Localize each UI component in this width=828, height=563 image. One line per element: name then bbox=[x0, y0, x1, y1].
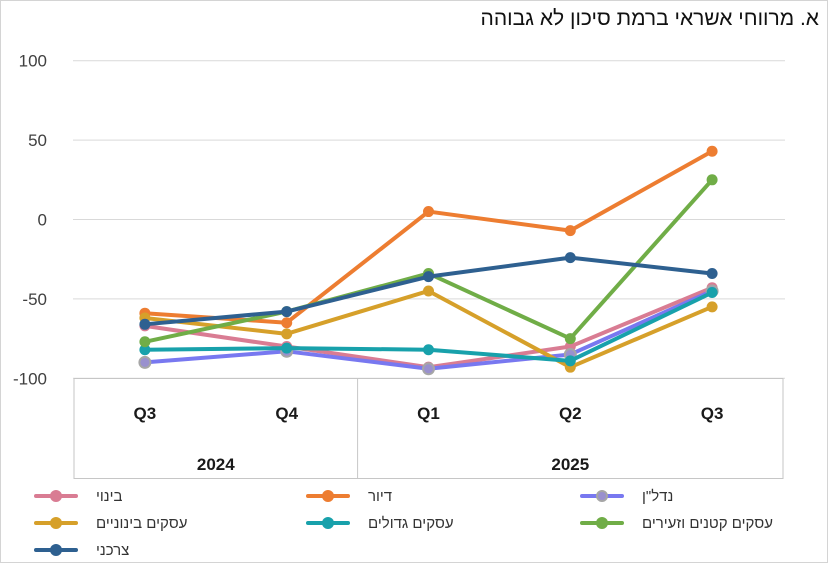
data-point bbox=[706, 145, 718, 157]
data-point bbox=[423, 271, 434, 283]
data-point bbox=[139, 318, 151, 330]
data-point bbox=[139, 344, 151, 356]
x-tick-label: Q1 bbox=[417, 404, 440, 423]
legend-swatch-icon bbox=[34, 544, 78, 556]
data-point bbox=[422, 362, 435, 376]
data-point bbox=[281, 306, 293, 318]
y-tick-label: 100 bbox=[19, 52, 47, 71]
x-tick-label: Q3 bbox=[701, 404, 724, 423]
data-point bbox=[139, 336, 151, 348]
year-label: 2024 bbox=[197, 455, 235, 474]
series-line-2 bbox=[142, 288, 715, 371]
legend-swatch-icon bbox=[580, 517, 624, 529]
data-point bbox=[706, 174, 718, 186]
legend-swatch-icon bbox=[34, 517, 78, 529]
legend: בינוי דיור נדל"ן עסקים בינוניים עסקים גדולים… bbox=[34, 485, 773, 561]
legend-swatch-icon bbox=[580, 490, 624, 502]
y-tick-label: -50 bbox=[22, 290, 47, 309]
data-point bbox=[564, 355, 576, 367]
legend-item: עסקים גדולים bbox=[306, 512, 580, 534]
legend-item: עסקים בינוניים bbox=[34, 512, 306, 534]
legend-item: בינוי bbox=[34, 485, 306, 507]
legend-label: בינוי bbox=[96, 487, 123, 505]
legend-item: נדל"ן bbox=[580, 485, 773, 507]
category-axis-box bbox=[73, 378, 784, 479]
legend-label: עסקים קטנים וזעירים bbox=[642, 514, 773, 532]
legend-item: צרכני bbox=[34, 539, 306, 561]
data-point bbox=[706, 267, 718, 279]
year-label: 2025 bbox=[551, 455, 589, 474]
x-tick-label: Q4 bbox=[275, 404, 298, 423]
data-point bbox=[423, 344, 434, 356]
y-tick-label: 0 bbox=[38, 211, 47, 230]
y-tick-label: -100 bbox=[13, 369, 47, 388]
data-point bbox=[706, 301, 718, 313]
y-tick-label: 50 bbox=[28, 131, 47, 150]
data-point bbox=[706, 287, 718, 299]
legend-label: נדל"ן bbox=[642, 487, 674, 505]
data-point bbox=[423, 206, 434, 218]
x-tick-label: Q3 bbox=[134, 404, 157, 423]
data-point bbox=[138, 355, 152, 369]
series-line-1 bbox=[142, 149, 715, 325]
x-tick-label: Q2 bbox=[559, 404, 582, 423]
legend-item: עסקים קטנים וזעירים bbox=[580, 512, 773, 534]
data-point bbox=[564, 333, 576, 345]
legend-item: דיור bbox=[306, 485, 580, 507]
legend-swatch-icon bbox=[306, 517, 350, 529]
data-point bbox=[281, 317, 293, 329]
data-point bbox=[423, 285, 434, 297]
chart-title: א. מרווחי אשראי ברמת סיכון לא גבוהה bbox=[480, 7, 819, 30]
legend-label: דיור bbox=[368, 487, 393, 505]
legend-label: צרכני bbox=[96, 541, 130, 559]
data-point bbox=[281, 342, 293, 354]
data-point bbox=[564, 225, 576, 237]
legend-label: עסקים בינוניים bbox=[96, 514, 188, 532]
legend-label: עסקים גדולים bbox=[368, 514, 454, 532]
data-point bbox=[564, 252, 576, 264]
legend-swatch-icon bbox=[306, 490, 350, 502]
data-point bbox=[281, 328, 293, 340]
legend-swatch-icon bbox=[34, 490, 78, 502]
